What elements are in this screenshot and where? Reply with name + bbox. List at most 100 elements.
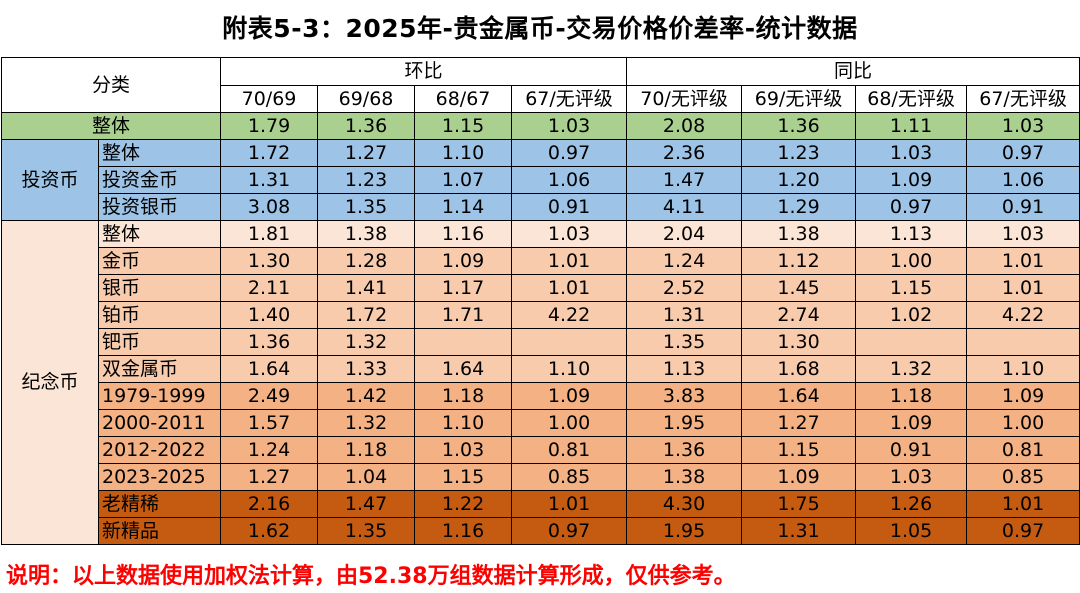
column-header: 70/无评级 [626,85,743,113]
table-row: 钯币 1.36 1.32 1.35 1.30 [1,328,1080,356]
group-header-tb: 同比 [626,57,1080,86]
category-header: 分类 [0,57,222,113]
table-cell: 0.81 [511,436,628,464]
row-label: 2000-2011 [97,409,222,437]
table-cell: 1.01 [966,247,1080,275]
row-label: 金币 [97,247,222,275]
table-cell: 1.03 [966,220,1080,248]
table-cell: 1.01 [966,274,1080,302]
table-cell: 1.03 [966,112,1080,140]
table-cell [855,328,968,356]
table-row: 纪念币 整体 1.81 1.38 1.16 1.03 2.04 1.38 1.1… [1,220,1080,545]
table-row: 金币 1.30 1.28 1.09 1.01 1.24 1.12 1.00 1.… [1,247,1080,275]
row-label: 老精稀 [97,490,222,518]
table-cell: 1.18 [317,436,416,464]
table-cell: 1.05 [855,517,968,545]
table-cell: 3.08 [220,193,319,221]
table-cell: 1.72 [317,301,416,329]
row-label: 2012-2022 [97,436,222,464]
table-cell: 1.47 [317,490,416,518]
table-cell: 0.91 [966,193,1080,221]
table-cell: 1.15 [414,112,513,140]
table-cell: 1.23 [741,139,857,167]
row-label: 铂币 [97,301,222,329]
table-cell: 1.64 [741,382,857,410]
table-row: 银币 2.11 1.41 1.17 1.01 2.52 1.45 1.15 1.… [1,274,1080,302]
row-label: 整体 [0,112,222,140]
header-row-groups: 分类 环比 同比 [0,57,1080,113]
table-cell: 0.91 [855,436,968,464]
table-cell: 1.00 [511,409,628,437]
table-cell: 1.38 [317,220,416,248]
row-label: 整体 [97,220,222,248]
footnote: 说明：以上数据使用加权法计算，由52.38万组数据计算形成，仅供参考。 [6,564,736,589]
table-cell: 1.01 [511,490,628,518]
table-cell: 1.30 [741,328,857,356]
table-cell: 1.09 [741,463,857,491]
price-spread-table: 分类 环比 同比 70/69 69/68 68/67 67/无评级 70/无评级… [0,57,1080,545]
table-cell: 1.12 [741,247,857,275]
table-cell: 1.03 [511,112,628,140]
table-cell: 1.09 [414,247,513,275]
table-cell: 1.32 [317,409,416,437]
table-cell: 1.16 [414,517,513,545]
table-cell: 0.85 [511,463,628,491]
table-row-overall: 整体 1.79 1.36 1.15 1.03 2.08 1.36 1.11 1.… [0,112,1080,140]
table-cell: 1.95 [626,409,743,437]
row-label: 整体 [97,139,222,167]
table-cell: 0.81 [966,436,1080,464]
table-cell: 0.97 [511,517,628,545]
table-cell: 1.02 [855,301,968,329]
table-cell: 1.35 [317,517,416,545]
table-cell: 1.10 [414,409,513,437]
table-row: 双金属币 1.64 1.33 1.64 1.10 1.13 1.68 1.32 … [1,355,1080,383]
table-cell: 0.97 [966,517,1080,545]
table-cell: 1.27 [741,409,857,437]
table-cell: 1.79 [220,112,319,140]
table-cell: 4.11 [626,193,743,221]
table-cell: 1.32 [855,355,968,383]
table-cell: 1.00 [855,247,968,275]
group-header-hb: 环比 [220,57,628,86]
table-cell: 0.97 [966,139,1080,167]
table-cell: 1.27 [220,463,319,491]
table-cell: 1.57 [220,409,319,437]
table-cell: 1.16 [414,220,513,248]
table-cell [966,328,1080,356]
table-row: 新精品 1.62 1.35 1.16 0.97 1.95 1.31 1.05 0… [1,517,1080,545]
table-cell: 1.06 [966,166,1080,194]
table-row: 投资金币 1.31 1.23 1.07 1.06 1.47 1.20 1.09 … [1,166,1080,194]
table-cell: 1.24 [220,436,319,464]
table-cell: 2.74 [741,301,857,329]
table-row: 老精稀 2.16 1.47 1.22 1.01 4.30 1.75 1.26 1… [1,490,1080,518]
header-row-columns: 70/69 69/68 68/67 67/无评级 70/无评级 69/无评级 6… [2,85,1080,113]
table-cell: 1.17 [414,274,513,302]
table-cell: 1.15 [741,436,857,464]
table-cell: 1.75 [741,490,857,518]
table-cell: 1.64 [414,355,513,383]
table-cell: 1.09 [855,166,968,194]
table-cell: 1.03 [855,139,968,167]
table-row: 投资币 整体 1.72 1.27 1.10 0.97 2.36 1.23 1.0… [1,139,1080,221]
table-cell: 2.16 [220,490,319,518]
table-title: 附表5-3：2025年-贵金属币-交易价格价差率-统计数据 [222,14,858,43]
table-cell: 1.22 [414,490,513,518]
table-cell [414,328,513,356]
table-cell: 1.01 [966,490,1080,518]
table-cell: 1.00 [966,409,1080,437]
column-header: 68/无评级 [855,85,968,113]
table-cell: 1.01 [511,247,628,275]
table-cell: 4.22 [511,301,628,329]
table-cell: 1.35 [317,193,416,221]
table-cell: 1.30 [220,247,319,275]
table-cell: 1.15 [855,274,968,302]
column-header: 67/无评级 [511,85,628,113]
table-row: 2000-2011 1.57 1.32 1.10 1.00 1.95 1.27 … [1,409,1080,437]
column-header: 69/68 [317,85,416,113]
table-cell: 3.83 [626,382,743,410]
table-cell: 1.81 [220,220,319,248]
table-cell: 1.71 [414,301,513,329]
table-cell: 1.18 [414,382,513,410]
table-cell: 1.42 [317,382,416,410]
row-label: 新精品 [97,517,222,545]
